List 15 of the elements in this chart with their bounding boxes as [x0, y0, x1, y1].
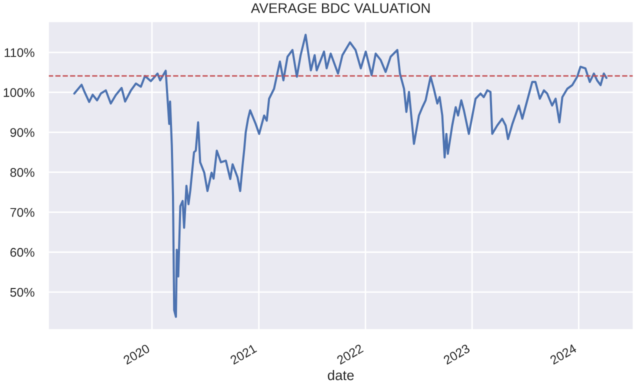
line-series — [73, 34, 608, 318]
x-tick-label: 2020 — [122, 344, 150, 365]
y-tick-label: 70% — [10, 208, 34, 217]
y-tick-label: 80% — [10, 168, 34, 177]
y-tick-label: 50% — [10, 288, 34, 297]
x-tick-label: 2022 — [336, 344, 364, 365]
x-tick-label: 2023 — [442, 344, 470, 365]
x-tick-label: 2021 — [230, 344, 258, 365]
x-tick-label: 2024 — [549, 344, 578, 365]
y-tick-label: 90% — [10, 128, 34, 137]
y-tick-label: 110% — [4, 48, 34, 58]
x-axis-title: date — [328, 370, 354, 380]
y-tick-label: 100% — [4, 88, 34, 97]
y-tick-label: 60% — [10, 248, 34, 257]
chart-title: AVERAGE BDC VALUATION — [250, 3, 430, 14]
